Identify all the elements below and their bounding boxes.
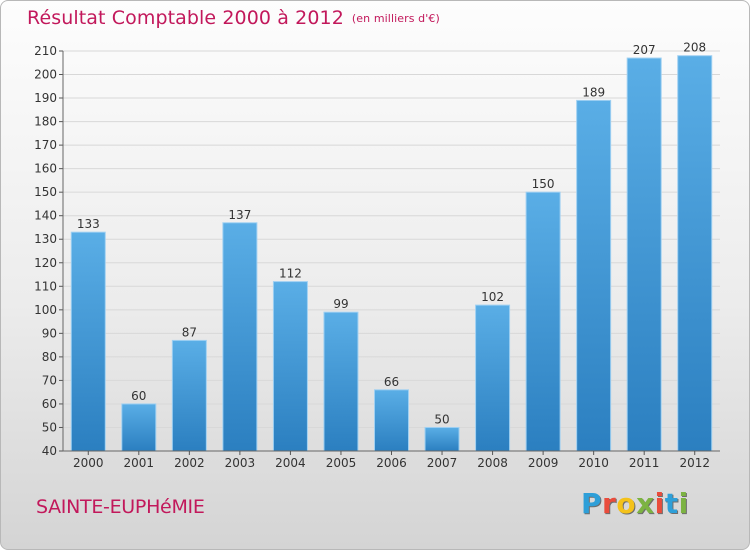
x-tick-label: 2001: [124, 456, 155, 470]
y-tick-label: 90: [42, 326, 57, 340]
bar: [272, 281, 308, 452]
x-tick-label: 2006: [376, 456, 407, 470]
y-tick-label: 210: [34, 44, 57, 58]
x-tick-label: 2008: [477, 456, 508, 470]
proxiti-logo: Proxiti: [581, 487, 689, 520]
y-tick-label: 50: [42, 420, 57, 434]
y-tick-label: 70: [42, 373, 57, 387]
data-label: 87: [182, 325, 197, 339]
bar: [525, 191, 561, 452]
x-tick-label: 2004: [275, 456, 306, 470]
logo-letter: r: [602, 487, 617, 520]
x-tick-label: 2011: [629, 456, 660, 470]
bar: [374, 389, 409, 452]
town-name: SAINTE-EUPHéMIE: [36, 496, 205, 518]
logo-letter: t: [664, 487, 679, 520]
x-tick-label: 2009: [528, 456, 559, 470]
y-tick-label: 160: [34, 162, 57, 176]
bar: [323, 311, 359, 452]
y-tick-label: 120: [34, 256, 57, 270]
bar: [171, 339, 207, 452]
y-tick-label: 60: [42, 397, 57, 411]
bar: [626, 57, 662, 452]
data-label: 133: [77, 217, 100, 231]
data-label: 50: [434, 412, 449, 426]
y-tick-label: 110: [34, 279, 57, 293]
x-tick-label: 2000: [73, 456, 104, 470]
data-label: 150: [532, 177, 555, 191]
bar: [121, 403, 157, 452]
data-label: 102: [481, 290, 504, 304]
logo-letter: o: [616, 487, 637, 520]
axes: 40 50 60 70 80 90 100 110 120 130 140 150 160 170 180 1…: [34, 44, 720, 470]
logo-letter: P: [581, 487, 603, 520]
bar: [576, 99, 612, 452]
data-label: 112: [279, 267, 302, 281]
x-tick-label: 2007: [427, 456, 458, 470]
x-tick-label: 2012: [679, 456, 710, 470]
logo-letter: x: [636, 487, 655, 520]
data-label: 99: [333, 297, 348, 311]
data-label: 137: [228, 208, 251, 222]
bars: 133 60 87 137 112 99 66 50 102 150 189 207 208: [70, 41, 713, 452]
data-label: 189: [582, 85, 605, 99]
bar: [475, 304, 511, 452]
y-tick-label: 150: [34, 185, 57, 199]
y-tick-label: 140: [34, 209, 57, 223]
bar: [70, 231, 106, 452]
chart-subtitle: (en milliers d'€): [351, 12, 440, 25]
x-tick-label: 2002: [174, 456, 205, 470]
data-label: 60: [131, 389, 146, 403]
y-tick-label: 180: [34, 115, 57, 129]
chart-title-text: Résultat Comptable 2000 à 2012: [27, 7, 344, 29]
x-tick-label: 2005: [326, 456, 357, 470]
logo-letter: i: [678, 487, 689, 520]
x-tick-label: 2003: [225, 456, 256, 470]
bar: [424, 426, 460, 452]
data-label: 66: [384, 375, 399, 389]
data-label: 207: [633, 43, 656, 57]
bar: [222, 222, 258, 452]
chart-title: Résultat Comptable 2000 à 2012 (en millie…: [27, 7, 440, 29]
y-tick-label: 100: [34, 303, 57, 317]
logo-letter: i: [654, 487, 665, 520]
bar: [677, 55, 713, 452]
data-label: 208: [683, 41, 706, 55]
y-tick-label: 130: [34, 232, 57, 246]
y-tick-label: 40: [42, 444, 57, 458]
y-tick-label: 170: [34, 138, 57, 152]
y-tick-label: 80: [42, 350, 57, 364]
x-tick-label: 2010: [578, 456, 609, 470]
y-tick-label: 200: [34, 68, 57, 82]
y-tick-label: 190: [34, 91, 57, 105]
